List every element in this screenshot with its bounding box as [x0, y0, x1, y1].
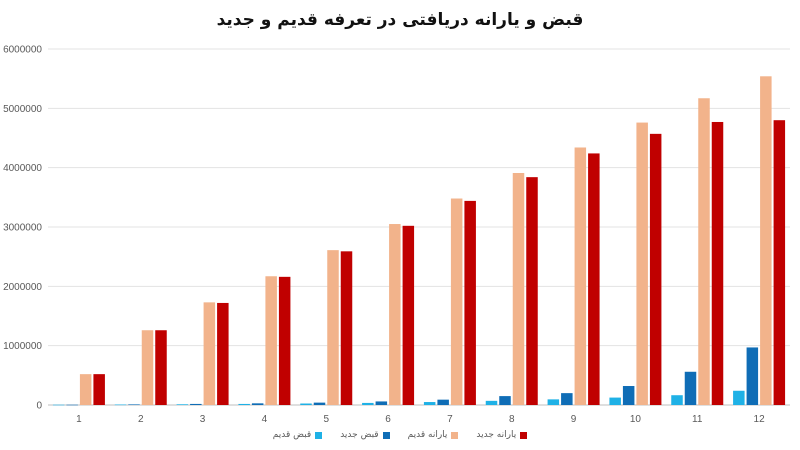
bar: [649, 133, 662, 405]
bar: [526, 177, 538, 405]
bar: [547, 399, 560, 405]
bar: [265, 276, 277, 405]
bar: [217, 302, 229, 405]
bar: [733, 390, 745, 405]
x-tick-label: 2: [138, 414, 144, 425]
legend-label: قبض جدید: [340, 430, 379, 440]
y-tick-label: 0: [36, 401, 42, 412]
bar: [512, 173, 525, 405]
y-tick-label: 3000000: [3, 223, 42, 234]
bar: [203, 302, 216, 405]
bar: [362, 402, 374, 405]
legend-swatch: [451, 431, 459, 439]
legend-swatch: [382, 431, 390, 439]
x-tick-label: 8: [509, 414, 515, 425]
bar: [437, 399, 449, 405]
bar: [698, 98, 710, 405]
y-tick-label: 5000000: [3, 104, 42, 115]
bar: [128, 404, 140, 406]
bar: [423, 402, 436, 405]
x-tick-label: 11: [692, 414, 703, 425]
bar: [313, 402, 326, 405]
bar: [340, 251, 353, 405]
legend: قبض قدیم قبض جدید یارانه قدیم یارانه جدید: [0, 430, 800, 440]
x-tick-label: 5: [323, 414, 329, 425]
legend-label: قبض قدیم: [272, 430, 312, 440]
x-tick-label: 12: [754, 414, 766, 425]
y-tick-label: 6000000: [3, 45, 42, 56]
legend-swatch: [520, 431, 528, 439]
bar: [773, 120, 786, 405]
x-tick-label: 4: [262, 414, 268, 425]
legend-swatch: [315, 431, 323, 439]
bar: [389, 224, 401, 405]
bar: [375, 401, 388, 405]
x-tick-label: 3: [200, 414, 206, 425]
legend-item: یارانه قدیم: [408, 430, 459, 440]
x-tick-label: 10: [630, 414, 642, 425]
bar: [711, 121, 724, 405]
bar: [636, 122, 648, 405]
bar: [176, 404, 189, 405]
legend-item: یارانه جدید: [476, 430, 528, 440]
x-tick-label: 9: [571, 414, 577, 425]
x-tick-label: 1: [76, 414, 82, 425]
bar: [66, 404, 78, 406]
bar: [760, 76, 772, 405]
bar: [622, 386, 635, 405]
x-tick-label: 7: [447, 414, 453, 425]
bar: [327, 250, 339, 405]
bar: [141, 330, 154, 405]
y-tick-label: 2000000: [3, 282, 42, 293]
bar: [561, 393, 573, 405]
bar: [450, 198, 463, 405]
bar: [574, 147, 587, 405]
y-tick-label: 1000000: [3, 341, 42, 352]
y-tick-label: 4000000: [3, 163, 42, 174]
bar: [300, 403, 312, 405]
bar: [114, 404, 127, 406]
bar: [464, 200, 476, 405]
chart-title: قبض و یارانه دریافتی در تعرفه قدیم و جدی…: [216, 10, 584, 30]
bar: [79, 374, 92, 405]
legend-label: یارانه قدیم: [407, 430, 448, 440]
legend-label: یارانه جدید: [476, 430, 517, 440]
bar: [588, 153, 600, 405]
bar: [485, 400, 498, 405]
bar: [190, 403, 202, 405]
bar: [278, 276, 291, 405]
bar: [251, 403, 264, 405]
bar: [746, 347, 759, 405]
bar: [52, 404, 65, 406]
x-tick-label: 6: [385, 414, 391, 425]
bar: [402, 225, 415, 405]
bar: [155, 330, 167, 405]
bar: [499, 396, 511, 405]
bar: [609, 397, 621, 405]
bar: [684, 371, 697, 405]
legend-item: قبض قدیم: [272, 430, 323, 440]
bar: [93, 374, 105, 405]
bar: [238, 403, 250, 405]
legend-item: قبض جدید: [340, 430, 390, 440]
bar: [671, 395, 683, 405]
